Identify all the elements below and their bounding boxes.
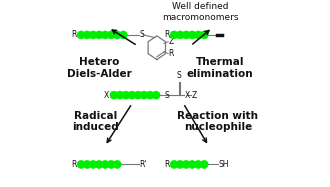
Circle shape [122,91,130,99]
Text: S: S [140,30,144,39]
Circle shape [89,31,97,39]
Circle shape [119,31,127,39]
Circle shape [107,160,115,168]
Text: R: R [164,160,170,169]
Circle shape [95,160,103,168]
Text: S: S [164,91,169,100]
Circle shape [146,91,154,99]
Text: Reaction with
nucleophile: Reaction with nucleophile [178,111,258,132]
Circle shape [107,31,115,39]
Text: X: X [104,91,109,100]
Circle shape [113,31,121,39]
Text: Thermal
elimination: Thermal elimination [186,57,253,79]
Circle shape [182,160,190,168]
Circle shape [77,160,85,168]
Text: SH: SH [219,160,229,169]
Circle shape [77,31,85,39]
Circle shape [83,160,91,168]
Circle shape [152,91,160,99]
Circle shape [101,160,109,168]
Circle shape [188,160,196,168]
Circle shape [176,31,184,39]
Text: Radical
induced: Radical induced [72,111,119,132]
Text: Well defined
macromonomers: Well defined macromonomers [162,2,239,22]
Text: X: X [184,91,190,100]
Text: R': R' [140,160,147,169]
Text: R: R [71,30,77,39]
Circle shape [200,31,208,39]
Text: Z: Z [191,91,197,100]
Circle shape [200,160,208,168]
Circle shape [182,31,190,39]
Text: R: R [71,160,77,169]
Circle shape [176,160,184,168]
Circle shape [113,160,121,168]
Circle shape [194,31,202,39]
Text: S: S [177,71,182,80]
Text: R: R [164,30,170,39]
Circle shape [170,31,178,39]
Circle shape [110,91,118,99]
Circle shape [89,160,97,168]
Circle shape [188,31,196,39]
Text: R: R [169,49,174,58]
Circle shape [134,91,142,99]
Circle shape [170,160,178,168]
Circle shape [83,31,91,39]
Circle shape [95,31,103,39]
Circle shape [101,31,109,39]
Text: Z: Z [169,37,174,46]
Circle shape [140,91,148,99]
Circle shape [128,91,136,99]
Text: Hetero
Diels-Alder: Hetero Diels-Alder [67,57,132,79]
Circle shape [116,91,124,99]
Circle shape [194,160,202,168]
